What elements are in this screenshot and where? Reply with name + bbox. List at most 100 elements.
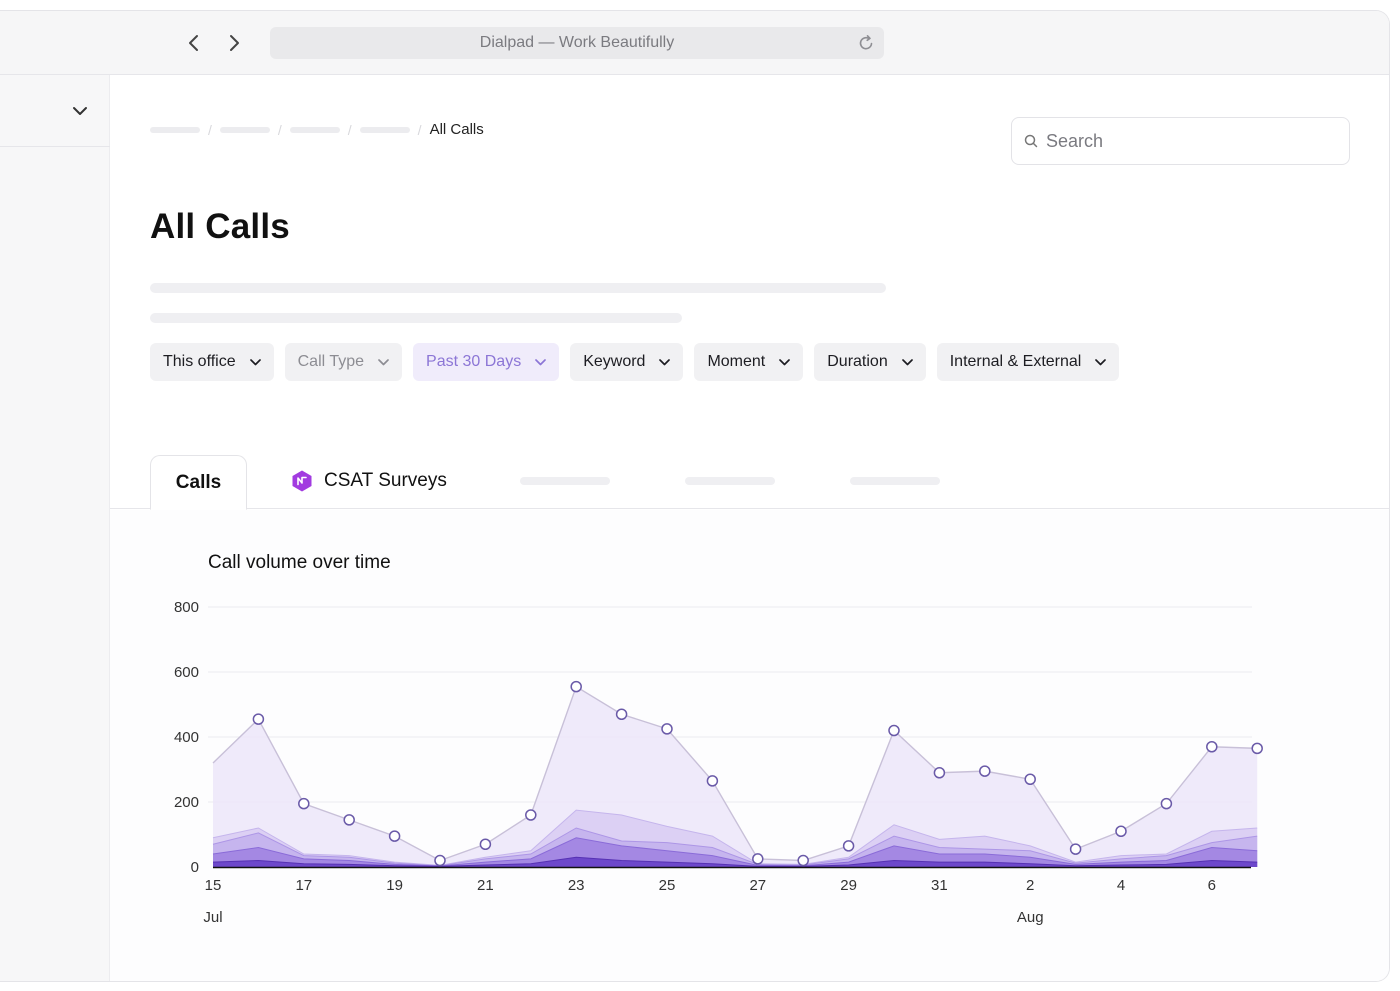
filter-label: Moment (707, 353, 766, 370)
chevron-down-icon (779, 358, 791, 365)
filter-label: Duration (827, 353, 888, 370)
data-point (615, 708, 628, 720)
tab-label: Calls (175, 471, 222, 493)
tab-csat-surveys[interactable]: CSAT Surveys (290, 469, 447, 493)
data-point (797, 854, 809, 867)
filter-label: Call Type (297, 353, 365, 370)
data-point (1024, 773, 1036, 785)
filter-label: This office (163, 353, 236, 370)
series-line-1 (212, 809, 1258, 866)
filter-label: Keyword (583, 353, 646, 370)
x-tick-label: 29 (840, 877, 857, 894)
data-point (1115, 825, 1127, 837)
chevron-down-icon (249, 358, 261, 365)
chevron-down-icon (901, 358, 913, 365)
chevron-down-icon (378, 358, 389, 365)
csat-hexagon-icon (292, 470, 312, 492)
tab-calls[interactable]: Calls (150, 455, 247, 510)
x-tick-label: 6 (1208, 877, 1216, 894)
y-tick-label: 0 (191, 859, 199, 876)
data-point (752, 853, 764, 865)
filter-duration[interactable]: Duration (814, 343, 926, 381)
breadcrumb-current: All Calls (429, 121, 484, 138)
data-point (525, 809, 537, 821)
tab-placeholder[interactable] (685, 477, 775, 485)
data-point (252, 713, 265, 725)
x-tick-label: 27 (749, 877, 766, 894)
data-point (388, 830, 401, 842)
chevron-down-icon (73, 106, 87, 115)
data-point (933, 767, 946, 779)
reload-icon (859, 35, 873, 50)
data-point (479, 838, 492, 850)
y-tick-label: 200 (174, 794, 199, 811)
description-placeholder-line (150, 283, 886, 293)
filter-internal-external[interactable]: Internal & External (936, 343, 1120, 381)
data-point (1069, 843, 1082, 855)
browser-window: Dialpad — Work Beautifully / / / / All C… (0, 10, 1390, 982)
x-tick-label: 19 (386, 877, 403, 894)
main-content: / / / / All Calls Search All Calls This … (110, 75, 1389, 981)
x-tick-label: 21 (477, 877, 494, 894)
x-group-label: Aug (1017, 909, 1044, 926)
tab-label: CSAT Surveys (324, 470, 447, 491)
chevron-left-icon (189, 35, 198, 51)
address-bar[interactable]: Dialpad — Work Beautifully (270, 27, 884, 59)
filter-date-range[interactable]: Past 30 Days (413, 343, 560, 381)
call-volume-chart: 0 200 400 600 800 15 17 19 21 23 25 27 29 31 2 4 6 Jul Aug (174, 599, 1263, 926)
x-tick-label: 25 (659, 877, 676, 894)
breadcrumb-placeholder[interactable] (289, 126, 340, 133)
data-point (888, 724, 900, 737)
series-line-0 (212, 685, 1258, 862)
x-tick-label: 2 (1026, 877, 1034, 894)
breadcrumb-placeholder[interactable] (359, 126, 410, 133)
search-placeholder: Search (1046, 130, 1104, 151)
search-icon (1024, 134, 1038, 148)
x-group-label: Jul (203, 909, 222, 926)
forward-button[interactable] (222, 31, 246, 55)
chevron-down-icon (659, 358, 671, 365)
data-point (979, 765, 991, 777)
filter-label: Internal & External (949, 353, 1082, 370)
filter-moment[interactable]: Moment (694, 343, 804, 381)
series-area-0 (213, 686, 1258, 867)
sidebar-collapse-toggle[interactable] (0, 75, 110, 147)
description-placeholder-line (150, 313, 682, 323)
tab-placeholder[interactable] (850, 477, 940, 485)
address-bar-title: Dialpad — Work Beautifully (479, 34, 675, 51)
data-point (661, 723, 673, 735)
back-button[interactable] (182, 31, 206, 55)
page-title: All Calls (150, 207, 290, 246)
tab-placeholder[interactable] (520, 477, 610, 485)
search-input[interactable]: Search (1011, 117, 1350, 165)
reload-button[interactable] (856, 33, 876, 53)
chart-panel: Call volume over time 0 200 400 600 800 15 17 1… (110, 510, 1389, 981)
filter-call-type[interactable]: Call Type (284, 343, 403, 381)
data-point (570, 680, 582, 693)
data-point (1206, 741, 1218, 753)
filter-bar: This office Call Type Past 30 Days Keywo… (150, 343, 1120, 381)
breadcrumb: / / / / All Calls (150, 121, 484, 138)
series-line-2 (212, 827, 1258, 867)
data-point (298, 797, 310, 810)
breadcrumb-placeholder[interactable] (150, 126, 200, 133)
y-tick-label: 800 (174, 599, 199, 616)
data-point (706, 775, 719, 787)
sidebar (0, 75, 110, 981)
x-tick-label: 23 (568, 877, 585, 894)
browser-toolbar: Dialpad — Work Beautifully (0, 11, 1389, 75)
breadcrumb-separator: / (417, 121, 422, 138)
chevron-down-icon (535, 358, 547, 365)
breadcrumb-separator: / (347, 121, 352, 138)
filter-keyword[interactable]: Keyword (570, 343, 684, 381)
filter-office[interactable]: This office (150, 343, 274, 381)
data-point (1160, 797, 1173, 810)
y-tick-label: 600 (174, 664, 199, 681)
chevron-right-icon (230, 35, 239, 51)
chart-title: Call volume over time (208, 552, 391, 573)
data-point (842, 840, 855, 852)
x-tick-label: 4 (1117, 877, 1125, 894)
breadcrumb-placeholder[interactable] (219, 126, 270, 133)
x-tick-label: 15 (205, 877, 222, 894)
series-area-4 (213, 857, 1258, 867)
